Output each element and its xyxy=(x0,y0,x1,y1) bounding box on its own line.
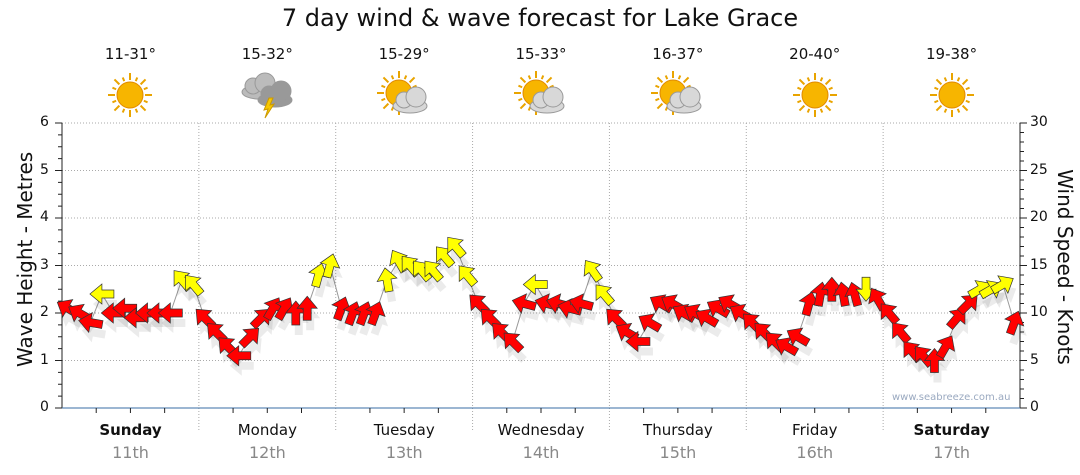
wind-arrow xyxy=(447,236,467,259)
wind-arrow xyxy=(185,274,205,297)
date-label: 16th xyxy=(796,443,834,462)
wind-arrow xyxy=(296,295,318,321)
day-temperature: 15-32° xyxy=(241,45,293,63)
wind-arrow xyxy=(238,327,260,349)
wind-arrow-shadow xyxy=(778,347,802,366)
partly-cloudy-icon xyxy=(648,68,708,120)
y2-tick-label: 25 xyxy=(1030,161,1048,178)
day-temperature: 11-31° xyxy=(104,45,156,63)
wind-arrow-shadow xyxy=(859,287,880,312)
sunny-icon xyxy=(785,68,845,120)
y-tick-label: 4 xyxy=(40,209,49,225)
wind-arrow-shadow xyxy=(60,309,84,328)
day-temperature: 20-40° xyxy=(789,45,841,63)
day-temperature: 16-37° xyxy=(652,45,704,63)
y-tick-label: 0 xyxy=(40,399,49,415)
day-temperature: 15-29° xyxy=(378,45,430,63)
wind-arrow xyxy=(786,327,811,347)
wind-arrow-shadow xyxy=(676,314,699,333)
storm-cloud-icon xyxy=(237,68,297,120)
wind-arrow xyxy=(638,313,663,333)
y2-tick-label: 10 xyxy=(1030,304,1048,320)
wind-arrow xyxy=(226,345,252,367)
sunny-icon xyxy=(922,68,982,120)
date-label: 15th xyxy=(659,443,697,462)
y-tick-label: 6 xyxy=(40,114,49,130)
wind-arrow xyxy=(522,273,548,296)
wind-arrow xyxy=(365,301,386,327)
wind-arrow xyxy=(123,307,149,329)
date-label: 14th xyxy=(522,443,560,462)
wind-arrow xyxy=(511,293,537,314)
wind-arrow xyxy=(892,322,912,345)
y-tick-label: 2 xyxy=(40,304,49,320)
y-tick-label: 3 xyxy=(40,256,49,273)
wind-arrow-shadow xyxy=(993,285,1017,304)
day-temperature: 19-38° xyxy=(926,45,978,63)
day-label: Friday xyxy=(792,421,838,439)
wind-arrow xyxy=(503,332,525,354)
wind-arrow xyxy=(956,294,978,316)
wind-arrow-shadow xyxy=(653,304,677,323)
day-temperature: 15-33° xyxy=(515,45,567,63)
wind-arrow xyxy=(78,311,104,334)
wind-arrow xyxy=(458,265,479,288)
date-label: 17th xyxy=(933,443,971,462)
wind-arrow xyxy=(157,302,183,324)
y-tick-label: 5 xyxy=(40,161,49,178)
wind-arrow-shadow xyxy=(949,318,968,340)
y2-tick-label: 5 xyxy=(1030,351,1039,368)
wind-arrow xyxy=(1004,310,1025,336)
y2-tick-label: 0 xyxy=(1030,399,1039,415)
y-tick-label: 1 xyxy=(40,351,49,368)
day-label: Thursday xyxy=(643,421,713,439)
day-label: Monday xyxy=(237,421,297,439)
wind-arrow xyxy=(424,260,444,283)
day-label: Sunday xyxy=(99,421,162,439)
date-label: 11th xyxy=(112,443,149,462)
date-label: 13th xyxy=(385,443,423,462)
sunny-icon xyxy=(100,68,160,120)
partly-cloudy-icon xyxy=(374,68,434,120)
wind-arrow xyxy=(89,283,115,305)
wind-arrow-shadow xyxy=(698,319,722,338)
y2-tick-label: 15 xyxy=(1030,256,1048,273)
date-label: 12th xyxy=(248,443,286,462)
wind-arrow-shadow xyxy=(769,343,790,363)
wind-arrow xyxy=(376,267,398,293)
wind-arrow xyxy=(595,284,615,307)
wind-arrow xyxy=(568,293,594,314)
wind-arrow xyxy=(935,335,956,360)
wind-arrow xyxy=(583,259,603,283)
day-label: Wednesday xyxy=(497,421,585,439)
wind-arrow xyxy=(625,330,651,353)
wind-arrow xyxy=(990,275,1014,295)
wind-arrow-shadow xyxy=(507,343,527,363)
wind-arrow-shadow xyxy=(982,290,1005,309)
y2-tick-label: 30 xyxy=(1030,114,1048,130)
wind-arrow xyxy=(100,302,126,324)
day-label: Saturday xyxy=(913,421,990,439)
watermark: www.seabreeze.com.au xyxy=(892,392,1011,403)
partly-cloudy-icon xyxy=(511,68,571,120)
y2-tick-label: 20 xyxy=(1030,209,1048,225)
chart-title: 7 day wind & wave forecast for Lake Grac… xyxy=(281,4,799,32)
wind-arrow xyxy=(946,308,966,331)
day-label: Tuesday xyxy=(373,421,435,439)
wind-arrow xyxy=(880,303,901,326)
wind-arrow xyxy=(319,253,341,279)
